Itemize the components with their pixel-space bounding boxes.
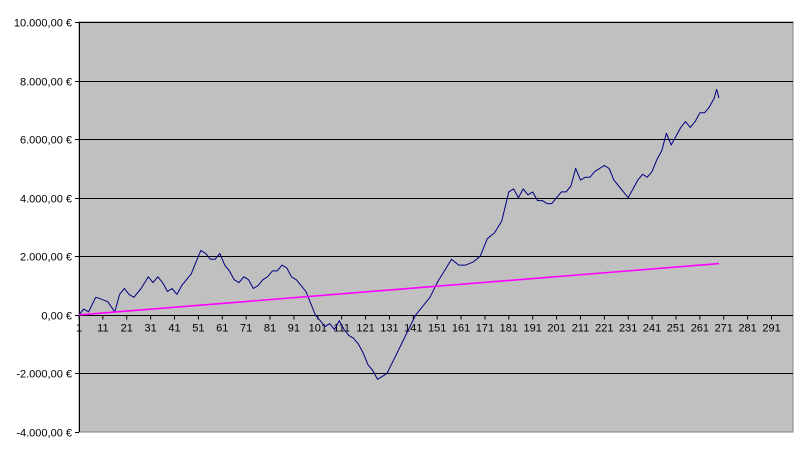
x-tick-label: 151 [428,323,446,335]
x-tick-label: 271 [715,323,733,335]
x-tick-label: 51 [192,323,204,335]
y-tick-label: 10.000,00 € [14,18,72,30]
y-tick-label: 2.000,00 € [20,252,72,264]
x-tick-label: 31 [145,323,157,335]
y-tick-label: -2.000,00 € [16,369,72,381]
y-tick-label: 6.000,00 € [20,135,72,147]
x-tick-label: 41 [168,323,180,335]
x-tick-label: 141 [404,323,422,335]
x-tick-label: 131 [380,323,398,335]
x-tick-label: 241 [643,323,661,335]
series-line-1 [78,88,720,380]
x-tick-label: 201 [547,323,565,335]
y-tick-label: 8.000,00 € [20,77,72,89]
y-tick-label: -4.000,00 € [16,428,72,440]
x-tick-label: 61 [216,323,228,335]
y-tick-label: 4.000,00 € [20,194,72,206]
x-tick-label: 161 [452,323,470,335]
x-tick-label: 71 [240,323,252,335]
x-tick-label: 291 [762,323,780,335]
x-tick-label: 251 [667,323,685,335]
x-tick-label: 181 [500,323,518,335]
y-tick-label: 0,00 € [41,311,72,323]
x-tick-label: 231 [619,323,637,335]
x-tick-label: 11 [97,323,108,335]
x-tick-label: 21 [121,323,133,335]
x-tick-label: 281 [738,323,756,335]
x-tick-label: 221 [595,323,613,335]
series-line-2 [78,262,720,316]
x-tick-label: 1 [76,323,82,335]
x-tick-label: 121 [356,323,374,335]
x-tick-label: 191 [524,323,542,335]
plot-area [78,21,794,433]
x-tick-label: 171 [476,323,494,335]
x-tick-label: 101 [309,323,327,335]
x-tick-label: 261 [691,323,709,335]
x-tick-label: 81 [264,323,276,335]
x-tick-label: 211 [572,323,590,335]
x-tick-label: 91 [288,323,300,335]
